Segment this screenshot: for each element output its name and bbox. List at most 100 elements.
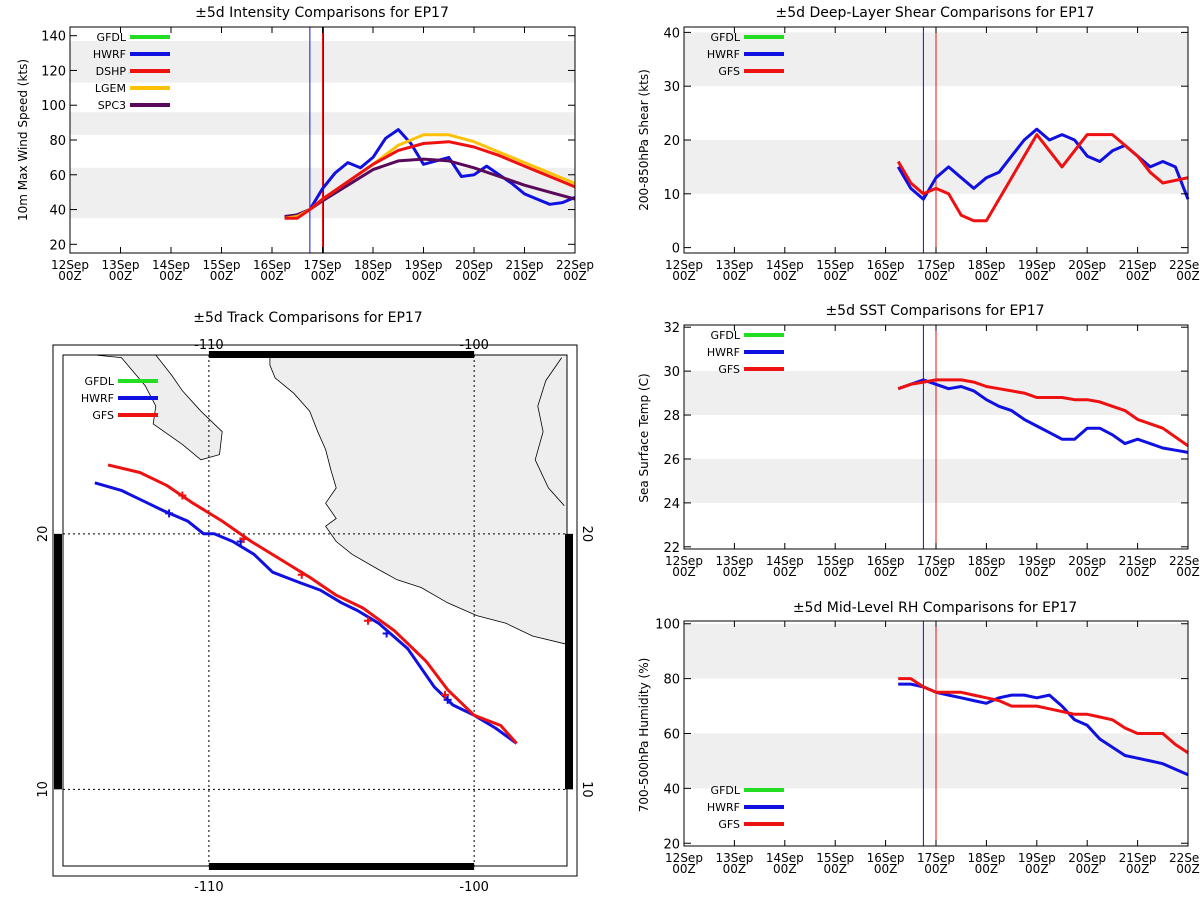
sst-title: ±5d SST Comparisons for EP17 — [825, 303, 1044, 319]
track-marker-hwrf — [165, 509, 174, 518]
x-tick-date: 15Sep — [816, 851, 854, 865]
series-line-hwrf — [284, 128, 576, 220]
y-tick-label: 80 — [49, 134, 66, 149]
x-tick-hour: 00Z — [975, 862, 999, 876]
y-tick-label: 28 — [663, 409, 680, 424]
x-tick-hour: 00Z — [924, 269, 948, 283]
lat-label-right: 10 — [579, 781, 594, 798]
mainland-landmass — [269, 354, 568, 645]
x-tick-date: 12Sep — [51, 258, 89, 272]
track-marker-gfs — [239, 534, 248, 543]
track-marker-gfs — [297, 570, 306, 579]
shear-panel: ±5d Deep-Layer Shear Comparisons for EP1… — [637, 5, 1200, 283]
map-border-bar-left — [54, 533, 62, 790]
y-tick-label: 24 — [663, 497, 680, 512]
x-tick-hour: 00Z — [1126, 565, 1150, 579]
y-tick-label: 20 — [663, 837, 680, 852]
x-tick-hour: 00Z — [672, 862, 696, 876]
y-tick-label: 0 — [672, 242, 680, 257]
gulf-coastline — [534, 357, 565, 506]
x-tick-hour: 00Z — [563, 269, 587, 283]
intensity-title: ±5d Intensity Comparisons for EP17 — [195, 5, 449, 21]
legend-label-gfdl: GFDL — [711, 31, 741, 44]
x-tick-hour: 00Z — [823, 862, 847, 876]
legend-label-hwrf: HWRF — [81, 392, 114, 405]
x-tick-date: 14Sep — [766, 258, 804, 272]
rh-ylabel: 700-500hPa Humidity (%) — [637, 658, 651, 813]
x-tick-date: 16Sep — [867, 851, 905, 865]
x-tick-hour: 00Z — [773, 565, 797, 579]
y-tick-label: 20 — [49, 238, 66, 253]
track-marker-gfs — [440, 690, 449, 699]
y-tick-label: 100 — [655, 618, 680, 633]
legend-label-gfs: GFS — [718, 363, 740, 376]
sst-plot: 22242628303212Sep00Z13Sep00Z14Sep00Z15Se… — [663, 321, 1200, 579]
x-tick-hour: 00Z — [513, 269, 537, 283]
x-tick-date: 17Sep — [917, 851, 955, 865]
legend-label-dshp: DSHP — [96, 65, 127, 78]
x-tick-hour: 00Z — [773, 862, 797, 876]
x-tick-date: 19Sep — [1018, 258, 1056, 272]
legend-label-gfdl: GFDL — [711, 329, 741, 342]
x-tick-hour: 00Z — [1075, 269, 1099, 283]
x-tick-date: 21Sep — [1119, 258, 1157, 272]
legend-label-gfs: GFS — [92, 409, 114, 422]
x-tick-hour: 00Z — [975, 269, 999, 283]
series-line-gfs — [898, 677, 1189, 754]
x-tick-date: 12Sep — [665, 554, 703, 568]
x-tick-hour: 00Z — [109, 269, 133, 283]
shear-ylabel: 200-850hPa Shear (kts) — [637, 69, 651, 211]
y-tick-label: 20 — [663, 134, 680, 149]
x-tick-date: 16Sep — [867, 258, 905, 272]
x-tick-date: 22Sep — [1169, 851, 1200, 865]
x-tick-date: 17Sep — [917, 258, 955, 272]
x-tick-hour: 00Z — [672, 269, 696, 283]
x-tick-date: 15Sep — [203, 258, 241, 272]
x-tick-hour: 00Z — [1176, 565, 1200, 579]
x-tick-date: 12Sep — [665, 258, 703, 272]
legend-label-hwrf: HWRF — [707, 346, 740, 359]
intensity-ylabel: 10m Max Wind Speed (kts) — [16, 59, 30, 221]
intensity-panel: ±5d Intensity Comparisons for EP17 10m M… — [16, 5, 594, 283]
legend-label-gfdl: GFDL — [711, 784, 741, 797]
x-tick-hour: 00Z — [773, 269, 797, 283]
y-tick-label: 60 — [663, 728, 680, 743]
lon-label-top: -100 — [459, 338, 489, 353]
x-tick-date: 18Sep — [967, 258, 1005, 272]
lon-label-bottom: -110 — [194, 880, 224, 895]
x-tick-date: 14Sep — [766, 554, 804, 568]
track-marker-gfs — [178, 491, 187, 500]
x-tick-date: 21Sep — [1119, 554, 1157, 568]
y-tick-label: 60 — [49, 169, 66, 184]
x-tick-date: 19Sep — [1018, 851, 1056, 865]
x-tick-hour: 00Z — [58, 269, 82, 283]
legend-label-gfs: GFS — [718, 818, 740, 831]
x-tick-date: 21Sep — [506, 258, 544, 272]
x-tick-hour: 00Z — [1126, 269, 1150, 283]
x-tick-date: 14Sep — [152, 258, 190, 272]
rh-title: ±5d Mid-Level RH Comparisons for EP17 — [793, 600, 1077, 616]
lat-label-left: 20 — [36, 526, 51, 543]
x-tick-hour: 00Z — [1025, 862, 1049, 876]
track-panel: ±5d Track Comparisons for EP17 -110-110-… — [36, 310, 594, 895]
x-tick-hour: 00Z — [1075, 565, 1099, 579]
x-tick-date: 13Sep — [715, 851, 753, 865]
lon-label-bottom: -100 — [459, 880, 489, 895]
lon-label-top: -110 — [194, 338, 224, 353]
series-line-gfs — [897, 378, 1189, 448]
series-line-dshp — [284, 140, 576, 220]
legend-label-lgem: LGEM — [95, 82, 126, 95]
legend-label-hwrf: HWRF — [93, 48, 126, 61]
x-tick-hour: 00Z — [1075, 862, 1099, 876]
y-tick-label: 100 — [41, 99, 66, 114]
y-tick-label: 30 — [663, 365, 680, 380]
x-tick-date: 14Sep — [766, 851, 804, 865]
shear-plot: 01020304012Sep00Z13Sep00Z14Sep00Z15Sep00… — [663, 26, 1200, 283]
track-marker-hwrf — [443, 695, 452, 704]
x-tick-date: 22Sep — [556, 258, 594, 272]
legend-label-hwrf: HWRF — [707, 801, 740, 814]
y-tick-label: 40 — [663, 26, 680, 41]
legend-label-hwrf: HWRF — [707, 48, 740, 61]
y-tick-label: 10 — [663, 188, 680, 203]
x-tick-date: 19Sep — [405, 258, 443, 272]
